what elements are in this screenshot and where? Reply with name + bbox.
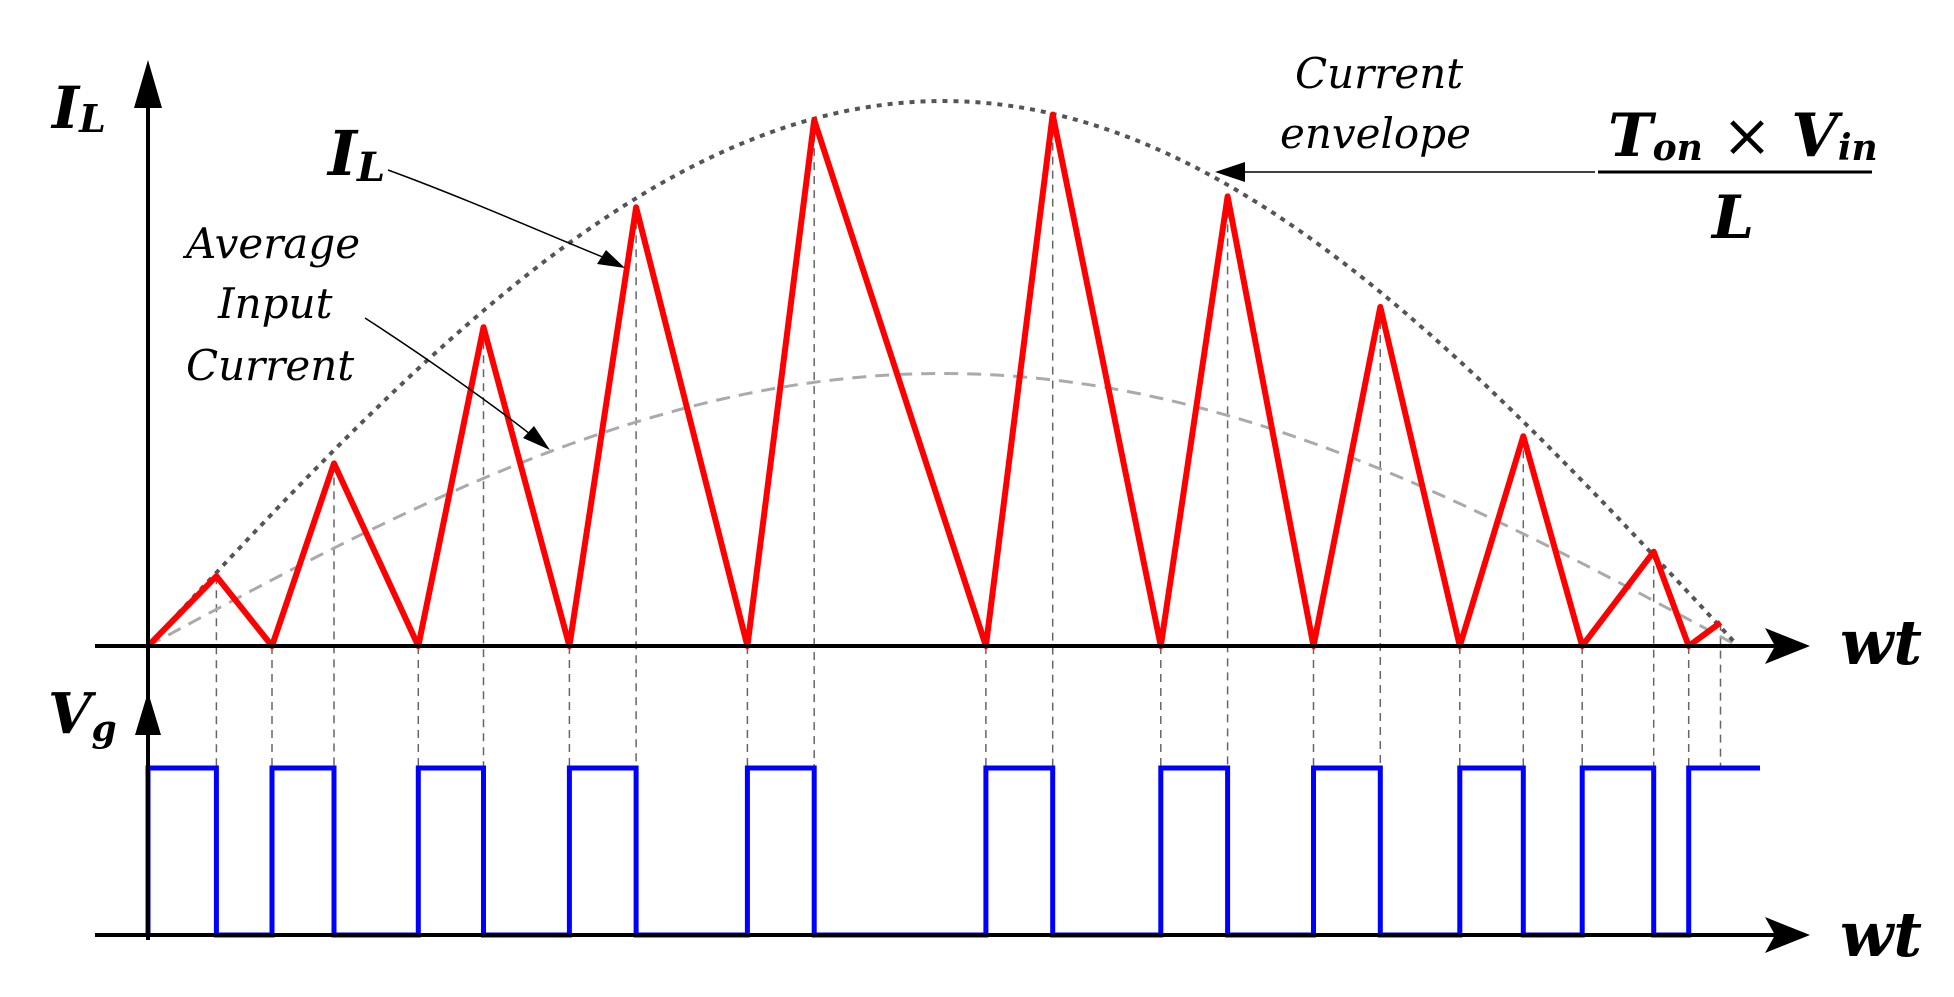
average-label-line3: Current <box>186 341 354 390</box>
envelope-pointer-arrow-icon <box>1215 162 1245 182</box>
gate-signal-waveform <box>145 765 1760 938</box>
wt-bottom-axis-label: wt <box>1840 898 1922 971</box>
il-x-axis-arrow-icon <box>1765 628 1810 664</box>
vg-axis-label: Vg <box>48 681 117 750</box>
il-y-axis-arrow-icon <box>134 60 162 108</box>
current-envelope-curve <box>146 98 1740 648</box>
average-pointer-arrow-icon <box>523 426 550 450</box>
average-pointer-line <box>364 317 536 439</box>
envelope-label-line2: envelope <box>1280 109 1471 158</box>
il-pointer-arrow-icon <box>597 250 625 268</box>
il-axis-label: IL <box>50 74 106 142</box>
average-label-line2: Input <box>217 279 333 328</box>
fraction-denominator: L <box>1710 183 1754 253</box>
fraction-numerator: Ton × Vin <box>1608 101 1878 171</box>
il-curve-label: IL <box>326 117 385 191</box>
wt-top-axis-label: wt <box>1840 606 1922 679</box>
il-pointer-line <box>387 169 611 261</box>
inductor-current-waveform <box>145 111 1723 649</box>
average-label-line1: Average <box>182 219 360 268</box>
vg-y-axis-arrow-icon <box>135 692 161 735</box>
sampling-guide-lines <box>215 114 1722 768</box>
vg-x-axis-arrow-icon <box>1765 917 1810 953</box>
envelope-label-line1: Current <box>1295 49 1463 98</box>
